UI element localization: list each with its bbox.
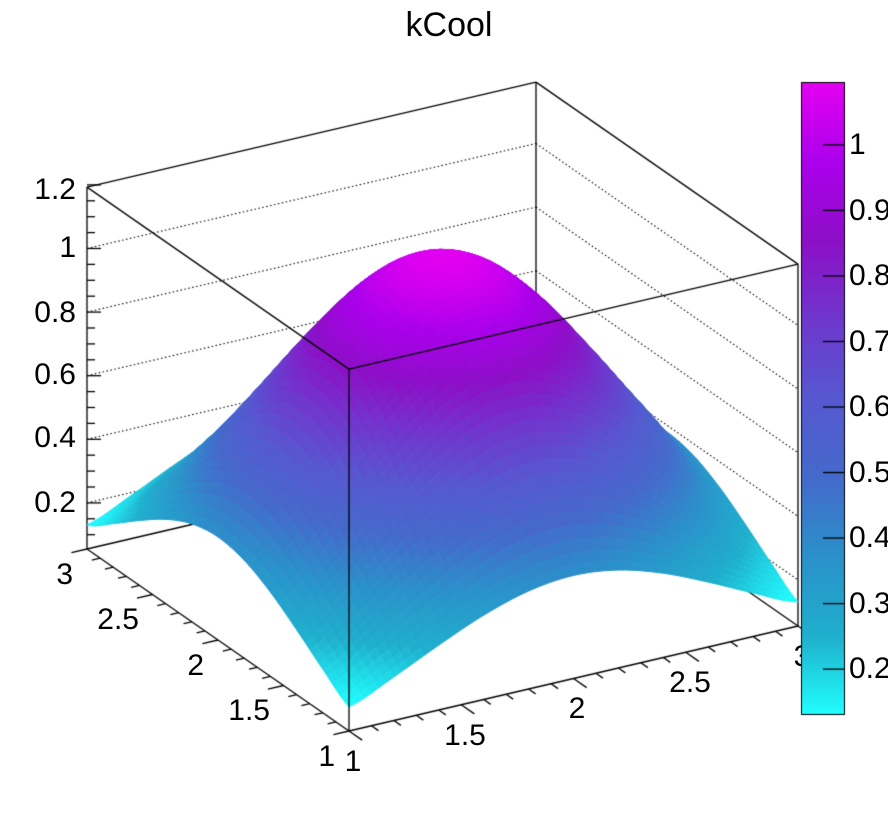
colorbar-tick-label: 0.8 <box>849 259 888 292</box>
z-tick-label: 0.8 <box>34 296 76 329</box>
colorbar-tick-label: 1 <box>849 128 866 161</box>
z-tick-label: 1 <box>59 231 76 264</box>
y-tick-label: 1.5 <box>228 694 270 727</box>
colorbar-tick-label: 0.2 <box>849 652 888 685</box>
colorbar-tick-label: 0.4 <box>849 521 888 554</box>
y-tick-label: 3 <box>56 558 73 591</box>
z-tick-label: 1.2 <box>34 173 76 206</box>
x-tick-label: 1.5 <box>444 719 486 752</box>
colorbar-tick-label: 0.7 <box>849 325 888 358</box>
x-tick-label: 3 <box>793 640 811 673</box>
colorbar-tick-label: 0.3 <box>849 587 888 620</box>
colorbar-tick-label: 0.6 <box>849 390 888 423</box>
x-tick-label: 2 <box>568 692 586 725</box>
x-tick-label: 2.5 <box>669 666 711 699</box>
z-tick-label: 0.2 <box>34 486 76 519</box>
z-tick-label: 0.4 <box>34 421 76 454</box>
y-tick-label: 1 <box>318 740 335 773</box>
colorbar-tick-label: 0.9 <box>849 194 888 227</box>
x-tick-label: 1 <box>344 745 362 778</box>
colorbar-tick-label: 0.5 <box>849 456 888 489</box>
plot-title: kCool <box>405 6 493 44</box>
y-tick-label: 2 <box>187 649 204 682</box>
y-tick-label: 2.5 <box>97 603 139 636</box>
z-tick-label: 0.6 <box>34 358 76 391</box>
